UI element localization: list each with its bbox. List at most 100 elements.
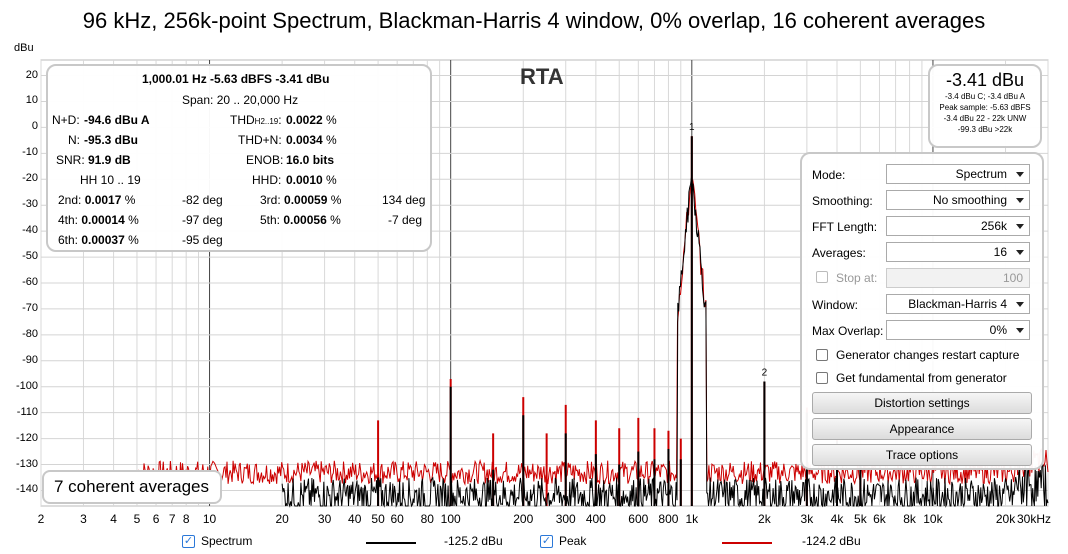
stop-at-checkbox[interactable] xyxy=(816,271,828,283)
generator-restart-label: Generator changes restart capture xyxy=(836,348,1020,362)
distortion-settings-button[interactable]: Distortion settings xyxy=(812,392,1032,414)
y-tick-label: 10 xyxy=(25,94,38,107)
y-tick-label: -130 xyxy=(15,457,38,470)
x-tick-label: 3k xyxy=(800,512,814,526)
x-tick-label: 2k xyxy=(758,512,771,526)
plot-title: RTA xyxy=(520,64,564,89)
y-tick-label: -80 xyxy=(22,327,38,340)
legend-spectrum-line xyxy=(366,542,416,544)
overlap-select[interactable]: 0% xyxy=(886,320,1030,340)
harmonic-2nd-phase: -82 deg xyxy=(182,193,223,207)
harmonic-5th-phase: -7 deg xyxy=(388,213,423,227)
harmonic-4th-phase: -97 deg xyxy=(182,213,223,227)
hhd-value: 0.0010 % xyxy=(286,173,337,187)
x-tick-label: 1k xyxy=(685,512,699,526)
level-line-3: -3.4 dBu 22 - 22k UNW xyxy=(943,114,1027,123)
fundamental-readout: 1,000.01 Hz -5.63 dBFS -3.41 dBu xyxy=(142,72,330,86)
x-tick-label: 10 xyxy=(202,512,217,526)
level-line-4: -99.3 dBu >22k xyxy=(957,125,1013,134)
window-select[interactable]: Blackman-Harris 4 xyxy=(886,294,1030,314)
x-tick-label: 5 xyxy=(133,512,141,526)
x-tick-label: 2 xyxy=(37,512,45,526)
y-tick-label: -120 xyxy=(15,431,38,444)
fft-length-label: FFT Length: xyxy=(812,220,878,234)
level-line-1: -3.4 dBu C; -3.4 dBu A xyxy=(944,92,1026,101)
y-tick-label: -140 xyxy=(15,483,38,496)
harmonic-4th: 4th: 0.00014 % xyxy=(58,213,139,227)
harmonic-6th: 6th: 0.00037 % xyxy=(58,233,139,247)
x-tick-label: 4 xyxy=(110,512,117,526)
level-readout-panel: -3.41 dBu -3.4 dBu C; -3.4 dBu A Peak sa… xyxy=(928,64,1042,148)
x-tick-label: 7 xyxy=(168,512,176,526)
x-tick-label: 300 xyxy=(555,512,576,526)
mode-select[interactable]: Spectrum xyxy=(886,164,1030,184)
y-axis-unit: dBu xyxy=(14,42,34,54)
thd-sub: H2..19 xyxy=(254,117,279,126)
fundamental-from-generator-label: Get fundamental from generator xyxy=(836,371,1007,385)
smoothing-select[interactable]: No smoothing xyxy=(886,190,1030,210)
averages-status: 7 coherent averages xyxy=(42,470,222,504)
x-tick-label: 20k xyxy=(995,512,1016,526)
x-tick-label: 3 xyxy=(80,512,87,526)
mode-label: Mode: xyxy=(812,168,846,182)
legend-peak-value: -124.2 dBu xyxy=(802,534,861,548)
harmonic-3rd: 3rd: 0.00059 % xyxy=(260,193,342,207)
n-label: N: xyxy=(68,133,80,147)
window-label: Window: xyxy=(812,298,859,312)
snr-label: SNR: xyxy=(56,153,85,167)
y-tick-label: -90 xyxy=(22,353,38,366)
harmonic-5th: 5th: 0.00056 % xyxy=(260,213,341,227)
y-tick-label: 20 xyxy=(25,68,38,81)
appearance-button[interactable]: Appearance xyxy=(812,418,1032,440)
x-tick-label: 400 xyxy=(585,512,606,526)
overlap-label: Max Overlap: xyxy=(812,324,884,338)
chevron-down-icon xyxy=(1016,302,1024,307)
x-tick-label: 800 xyxy=(658,512,679,526)
hhd-label: HHD: xyxy=(252,173,282,187)
x-tick-label: 8k xyxy=(903,512,916,526)
chevron-down-icon xyxy=(1016,328,1024,333)
stop-at-label: Stop at: xyxy=(836,271,878,285)
thdn-label: THD+N: xyxy=(238,133,282,147)
y-tick-label: 0 xyxy=(31,120,38,133)
legend-spectrum-value: -125.2 dBu xyxy=(444,534,503,548)
x-tick-label: 8 xyxy=(182,512,190,526)
nd-label: N+D: xyxy=(52,113,80,127)
snr-value: 91.9 dB xyxy=(88,153,131,167)
chevron-down-icon xyxy=(1016,250,1024,255)
level-value: -3.41 dBu xyxy=(945,70,1025,90)
smoothing-label: Smoothing: xyxy=(812,194,873,208)
x-tick-label: 600 xyxy=(628,512,649,526)
stop-at-input[interactable]: 100 xyxy=(886,268,1030,288)
x-tick-label: 100 xyxy=(440,512,461,526)
rta-controls-panel: Mode: Spectrum Smoothing: No smoothing F… xyxy=(800,152,1044,470)
x-tick-label: 30kHz xyxy=(1016,512,1052,526)
x-tick-label: 6 xyxy=(152,512,160,526)
x-tick-label: 30 xyxy=(317,512,332,526)
harmonic-3rd-phase: 134 deg xyxy=(382,193,426,207)
thdn-value: 0.0034 % xyxy=(286,133,337,147)
enob-label: ENOB: xyxy=(246,153,284,167)
distortion-stats-panel: 1,000.01 Hz -5.63 dBFS -3.41 dBu Span: 2… xyxy=(46,64,432,252)
hh-label: HH 10 .. 19 xyxy=(80,173,141,187)
x-tick-label: 4k xyxy=(830,512,844,526)
y-tick-label: -20 xyxy=(22,172,38,185)
fft-length-select[interactable]: 256k xyxy=(886,216,1030,236)
generator-restart-checkbox[interactable] xyxy=(816,349,828,361)
chevron-down-icon xyxy=(1016,172,1024,177)
n-value: -95.3 dBu xyxy=(84,133,139,147)
harmonic-2nd: 2nd: 0.0017 % xyxy=(58,193,136,207)
enob-value: 16.0 bits xyxy=(286,153,335,167)
y-tick-label: -30 xyxy=(22,198,38,211)
span-readout: Span: 20 .. 20,000 Hz xyxy=(182,93,299,107)
fundamental-from-generator-checkbox[interactable] xyxy=(816,372,828,384)
y-tick-label: -100 xyxy=(15,379,38,392)
trace-options-button[interactable]: Trace options xyxy=(812,444,1032,466)
chevron-down-icon xyxy=(1016,198,1024,203)
harmonic-6th-phase: -95 deg xyxy=(182,233,223,247)
peak-marker-label: 1 xyxy=(689,122,695,133)
spectrum-visible-checkbox[interactable]: ✓ xyxy=(182,535,195,548)
x-tick-label: 80 xyxy=(420,512,434,526)
peak-visible-checkbox[interactable]: ✓ xyxy=(540,535,553,548)
averages-select[interactable]: 16 xyxy=(886,242,1030,262)
